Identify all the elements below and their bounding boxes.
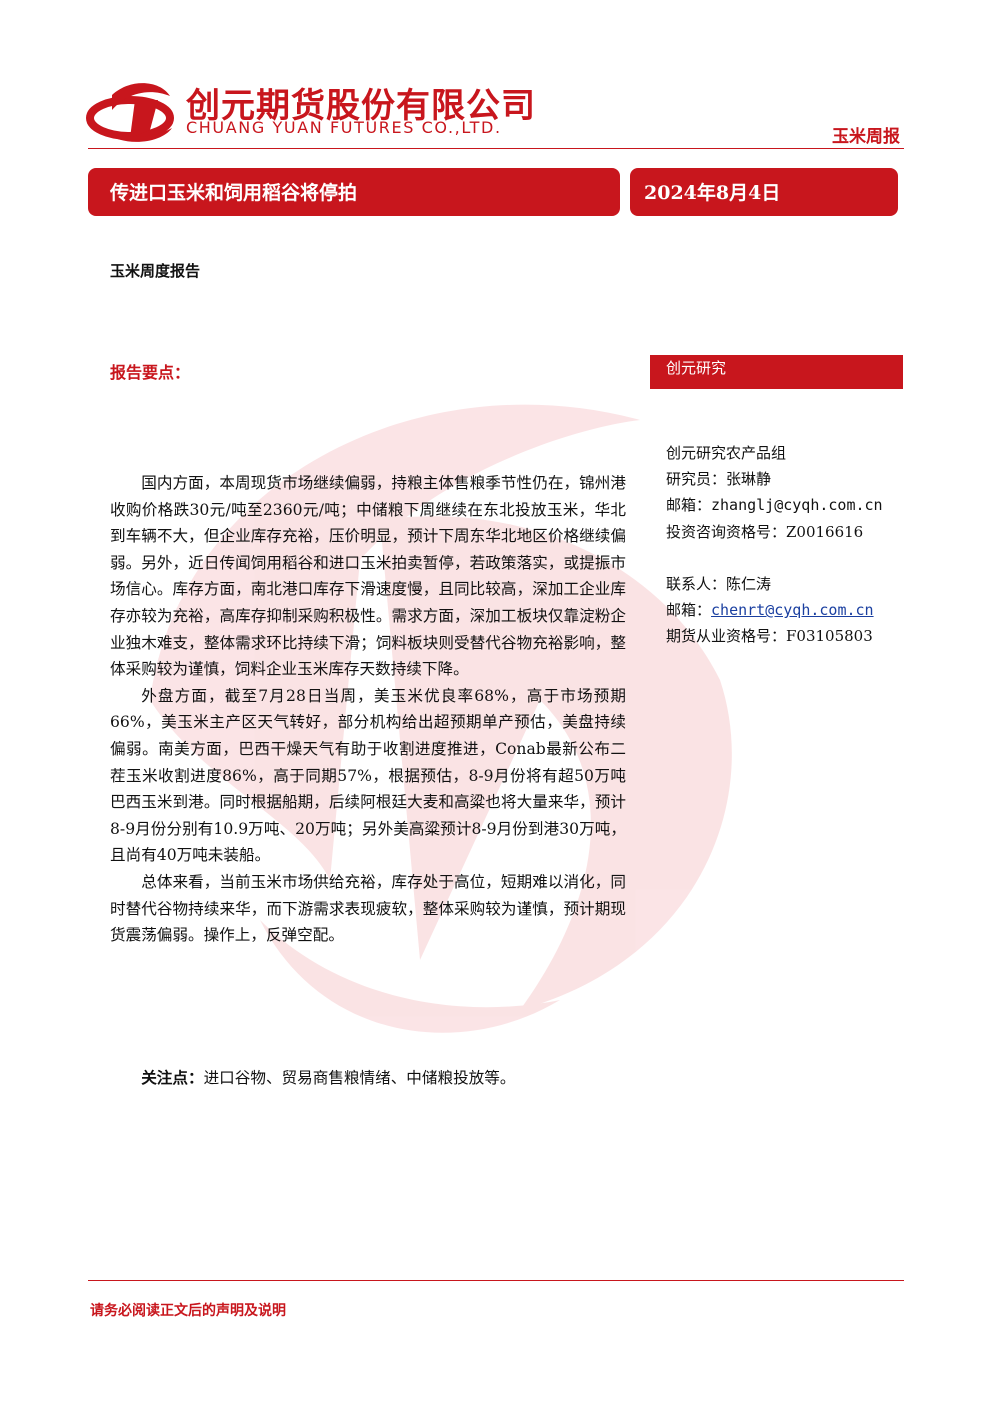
contact-email-label: 邮箱： (666, 601, 712, 619)
body-text: 国内方面，本周现货市场继续偏弱，持粮主体售粮季节性仍在，锦州港收购价格跌30元/… (110, 470, 626, 949)
watermark (150, 404, 732, 1033)
researcher: 研究员：张琳静 (666, 470, 772, 488)
contact-email-row: 邮箱：chenrt@cyqh.com.cn (666, 597, 874, 623)
focus: 关注点：进口谷物、贸易商售粮情绪、中储粮投放等。 (110, 1066, 626, 1088)
report-title: 传进口玉米和饲用稻谷将停拍 (110, 182, 358, 204)
paragraph: 外盘方面，截至7月28日当周，美玉米优良率68%，高于市场预期66%，美玉米主产… (110, 686, 626, 865)
contact-qualification: 期货从业资格号：F03105803 (666, 627, 873, 645)
key-points-label: 报告要点： (110, 363, 191, 382)
qualification: 投资咨询资格号：Z0016616 (666, 523, 864, 541)
focus-text: 进口谷物、贸易商售粮情绪、中储粮投放等。 (203, 1069, 516, 1087)
subtitle: 玉米周度报告 (110, 262, 201, 280)
contact: 联系人：陈仁涛 (666, 575, 772, 593)
focus-label: 关注点： (141, 1068, 204, 1087)
footer-rule (88, 1280, 904, 1281)
header-rule (88, 148, 904, 149)
paragraph: 国内方面，本周现货市场继续偏弱，持粮主体售粮季节性仍在，锦州港收购价格跌30元/… (110, 474, 626, 679)
paragraph: 总体来看，当前玉米市场供给充裕，库存处于高位，短期难以消化，同时替代谷物持续来华… (110, 872, 626, 945)
sidebar-label: 创元研究 (650, 355, 903, 389)
contact-email[interactable]: chenrt@cyqh.com.cn (711, 601, 874, 619)
group: 创元研究农产品组 (666, 444, 787, 462)
report-type: 玉米周报 (832, 127, 900, 147)
company-name-en: CHUANG YUAN FUTURES CO.,LTD. (186, 118, 502, 137)
footer-note: 请务必阅读正文后的声明及说明 (90, 1303, 286, 1319)
report-date: 2024年8月4日 (644, 182, 781, 204)
email: 邮箱：zhanglj@cyqh.com.cn (666, 496, 883, 514)
date-banner: 2024年8月4日 (630, 168, 898, 216)
company-name: 创元期货股份有限公司 (186, 86, 536, 126)
logo (86, 83, 174, 142)
title-banner: 传进口玉米和饲用稻谷将停拍 (88, 168, 620, 216)
